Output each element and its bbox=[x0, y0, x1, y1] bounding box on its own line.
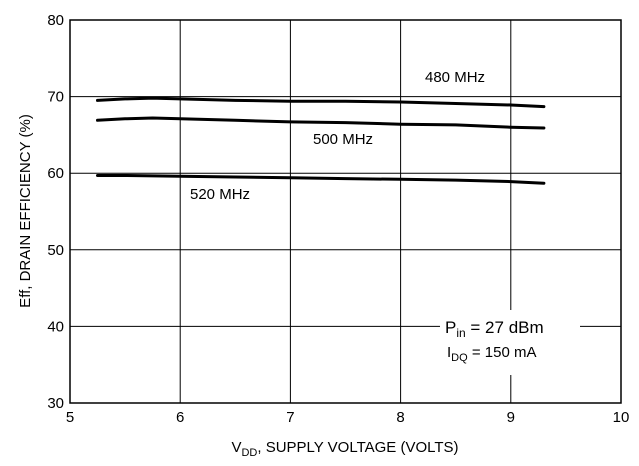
annotation-pin-main: P bbox=[445, 318, 456, 337]
series-line bbox=[96, 96, 546, 109]
y-tick-label: 30 bbox=[47, 395, 64, 412]
x-tick-label: 9 bbox=[507, 409, 515, 426]
x-tick-label: 6 bbox=[176, 409, 184, 426]
annotation-idq-sub: DQ bbox=[451, 352, 468, 364]
annotation-idq-rest: = 150 mA bbox=[468, 344, 537, 361]
grid-lines bbox=[70, 20, 621, 403]
y-axis-label: Eff, DRAIN EFFICIENCY (%) bbox=[17, 114, 34, 308]
series-label-500: 500 MHz bbox=[313, 131, 373, 148]
annotation-background bbox=[440, 310, 580, 375]
x-tick-label: 7 bbox=[286, 409, 294, 426]
x-axis-label: VDD, SUPPLY VOLTAGE (VOLTS) bbox=[231, 439, 458, 459]
y-tick-label: 60 bbox=[47, 165, 64, 182]
plot-frame bbox=[69, 19, 622, 404]
y-tick-label: 40 bbox=[47, 318, 64, 335]
y-tick-label: 80 bbox=[47, 12, 64, 29]
series-label-480: 480 MHz bbox=[425, 69, 485, 86]
x-axis-label-main: V bbox=[231, 439, 241, 456]
x-axis-label-sub: DD bbox=[241, 447, 257, 459]
x-tick-label: 5 bbox=[66, 409, 74, 426]
x-tick-label: 8 bbox=[396, 409, 404, 426]
x-tick-labels: 5 6 7 8 9 10 bbox=[66, 409, 630, 426]
annotation-idq: IDQ = 150 mA bbox=[447, 344, 536, 364]
x-axis-label-rest: , SUPPLY VOLTAGE (VOLTS) bbox=[257, 439, 458, 456]
series-line bbox=[96, 174, 546, 185]
annotation-idq-main: I bbox=[447, 344, 451, 361]
y-tick-label: 70 bbox=[47, 89, 64, 106]
y-tick-label: 50 bbox=[47, 242, 64, 259]
x-tick-label: 10 bbox=[613, 409, 630, 426]
y-tick-labels: 30 40 50 60 70 80 bbox=[47, 12, 64, 412]
annotation-pin: Pin = 27 dBm bbox=[445, 318, 544, 340]
series-line bbox=[96, 116, 546, 130]
annotation-pin-rest: = 27 dBm bbox=[466, 318, 544, 337]
series-lines bbox=[96, 96, 546, 185]
annotation-pin-sub: in bbox=[456, 326, 465, 340]
series-label-520: 520 MHz bbox=[190, 186, 250, 203]
